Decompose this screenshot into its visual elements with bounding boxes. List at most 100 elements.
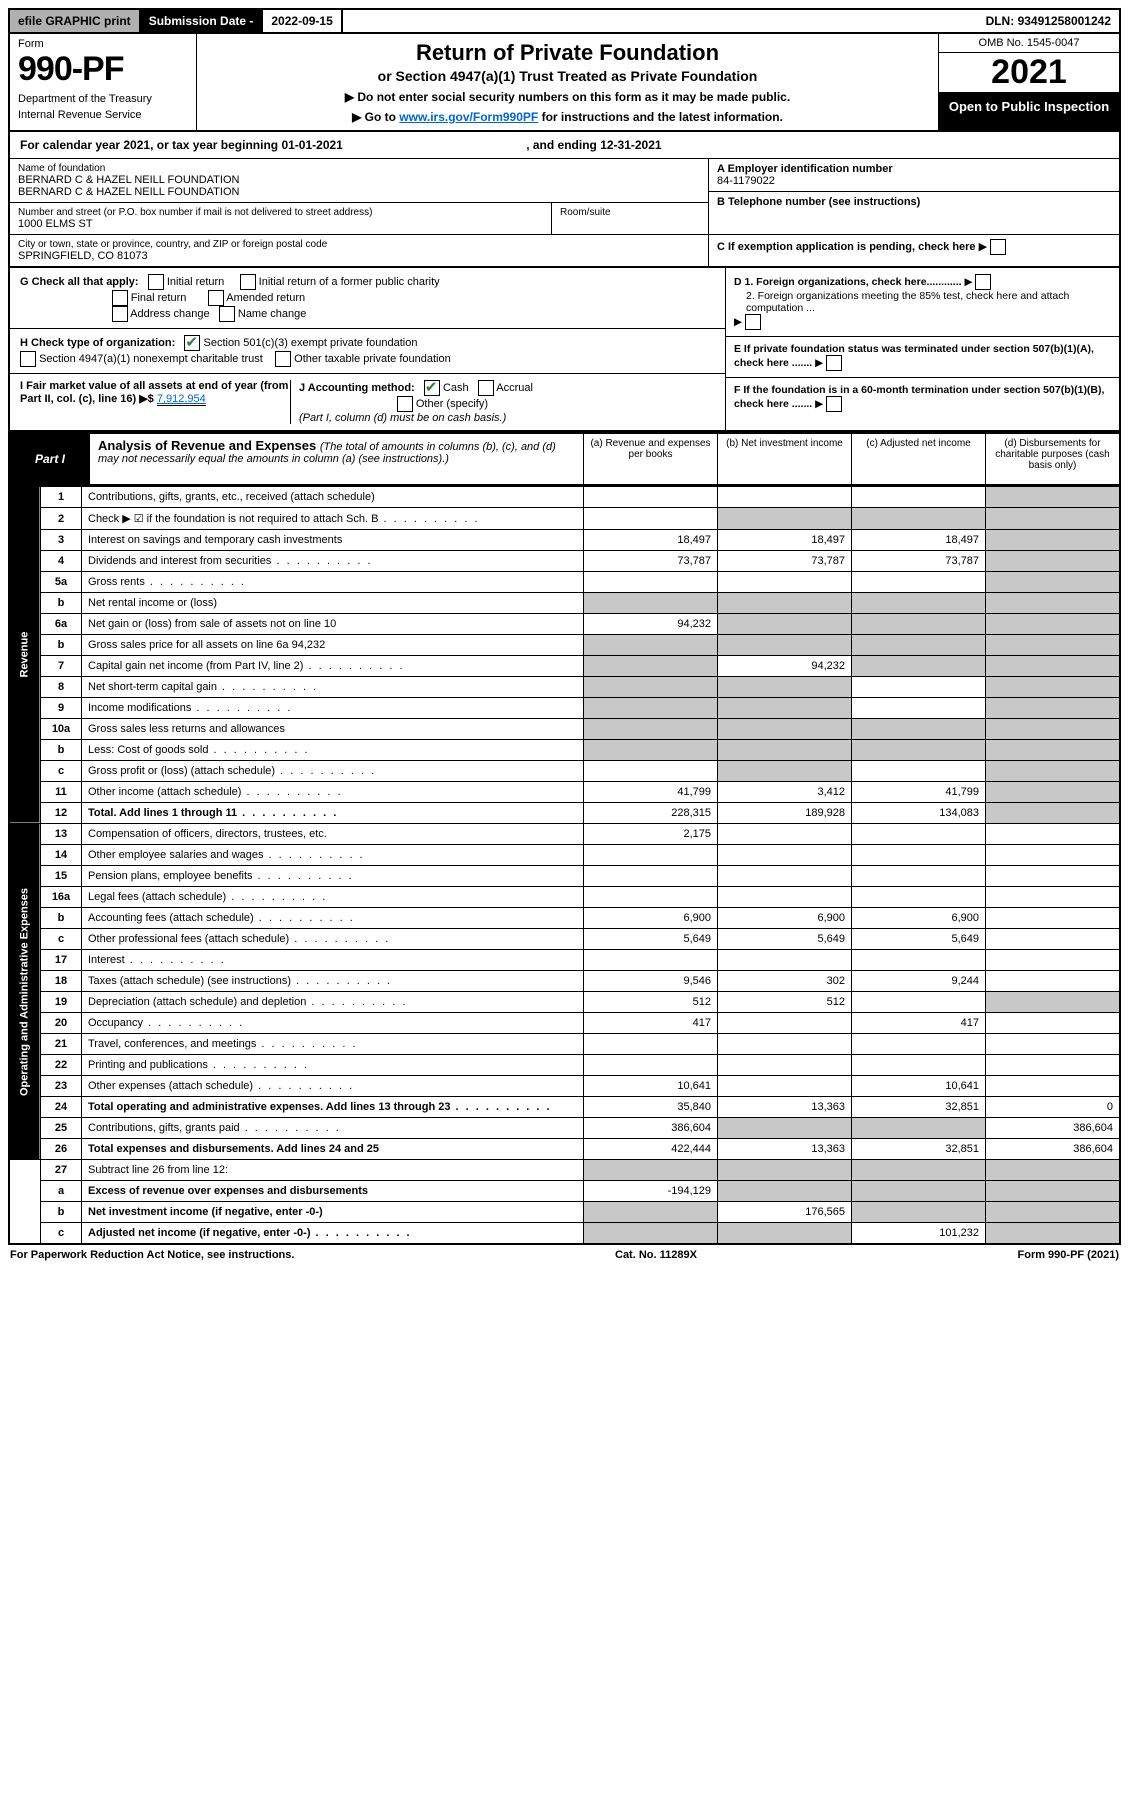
- line-number: 24: [41, 1097, 82, 1118]
- foundation-info: Name of foundation BERNARD C & HAZEL NEI…: [8, 159, 1121, 268]
- exemption-checkbox[interactable]: [990, 239, 1006, 255]
- col-d-value: [986, 1034, 1121, 1055]
- address-change-checkbox[interactable]: [112, 306, 128, 322]
- info-right: A Employer identification number 84-1179…: [708, 159, 1119, 266]
- instructions-link[interactable]: www.irs.gov/Form990PF: [399, 110, 538, 124]
- line-description: Net short-term capital gain: [82, 677, 584, 698]
- part1-label: Part I: [10, 434, 90, 484]
- col-d-value: 386,604: [986, 1139, 1121, 1160]
- col-c-value: [852, 486, 986, 508]
- ein-label: A Employer identification number: [717, 163, 1111, 175]
- col-a-value: [584, 719, 718, 740]
- f-checkbox[interactable]: [826, 396, 842, 412]
- col-a-value: 10,641: [584, 1076, 718, 1097]
- fmv-value[interactable]: 7,912,954: [157, 393, 206, 406]
- line-description: Gross profit or (loss) (attach schedule): [82, 761, 584, 782]
- initial-return-checkbox[interactable]: [148, 274, 164, 290]
- col-d-value: [986, 782, 1121, 803]
- col-a-value: 73,787: [584, 551, 718, 572]
- col-c-value: [852, 1181, 986, 1202]
- f-label: F If the foundation is in a 60-month ter…: [734, 384, 1104, 410]
- foundation-name-2: BERNARD C & HAZEL NEILL FOUNDATION: [18, 186, 700, 198]
- addr-label: Number and street (or P.O. box number if…: [18, 207, 543, 218]
- cal-mid: , and ending: [526, 138, 600, 152]
- phone-label: B Telephone number (see instructions): [717, 196, 1111, 208]
- final-return-checkbox[interactable]: [112, 290, 128, 306]
- d1-label: D 1. Foreign organizations, check here..…: [734, 276, 962, 288]
- col-a-header: (a) Revenue and expenses per books: [583, 434, 717, 484]
- cash-checkbox[interactable]: [424, 380, 440, 396]
- col-c-value: [852, 1118, 986, 1139]
- 4947-checkbox[interactable]: [20, 351, 36, 367]
- col-a-value: 422,444: [584, 1139, 718, 1160]
- section-g-to-j: G Check all that apply: Initial return I…: [8, 268, 1121, 432]
- col-b-header: (b) Net investment income: [717, 434, 851, 484]
- footer-left: For Paperwork Reduction Act Notice, see …: [10, 1249, 294, 1261]
- col-c-value: [852, 656, 986, 677]
- 501c3-checkbox[interactable]: [184, 335, 200, 351]
- col-c-value: 134,083: [852, 803, 986, 824]
- col-c-value: [852, 593, 986, 614]
- f-block: F If the foundation is in a 60-month ter…: [726, 378, 1119, 418]
- ij-row: I Fair market value of all assets at end…: [10, 374, 725, 430]
- col-d-value: [986, 593, 1121, 614]
- col-b-value: [718, 740, 852, 761]
- other-method-checkbox[interactable]: [397, 396, 413, 412]
- table-row: 18Taxes (attach schedule) (see instructi…: [9, 971, 1120, 992]
- line-description: Gross sales price for all assets on line…: [82, 635, 584, 656]
- col-b-value: [718, 1013, 852, 1034]
- col-d-value: [986, 1013, 1121, 1034]
- col-b-value: 13,363: [718, 1097, 852, 1118]
- e-checkbox[interactable]: [826, 355, 842, 371]
- line-number: 11: [41, 782, 82, 803]
- col-d-value: [986, 950, 1121, 971]
- g-amended: Amended return: [226, 292, 305, 304]
- initial-former-checkbox[interactable]: [240, 274, 256, 290]
- line-description: Occupancy: [82, 1013, 584, 1034]
- line-description: Total operating and administrative expen…: [82, 1097, 584, 1118]
- info-left: Name of foundation BERNARD C & HAZEL NEI…: [10, 159, 708, 266]
- col-b-value: 176,565: [718, 1202, 852, 1223]
- line-description: Accounting fees (attach schedule): [82, 908, 584, 929]
- col-b-value: [718, 1181, 852, 1202]
- table-row: Revenue1Contributions, gifts, grants, et…: [9, 486, 1120, 508]
- col-d-value: [986, 971, 1121, 992]
- other-taxable-checkbox[interactable]: [275, 351, 291, 367]
- form-subtitle: or Section 4947(a)(1) Trust Treated as P…: [207, 68, 928, 84]
- page-footer: For Paperwork Reduction Act Notice, see …: [8, 1245, 1121, 1265]
- efile-print-button[interactable]: efile GRAPHIC print: [10, 10, 141, 32]
- foreign-org-checkbox[interactable]: [975, 274, 991, 290]
- table-row: bNet investment income (if negative, ent…: [9, 1202, 1120, 1223]
- address-row: Number and street (or P.O. box number if…: [10, 203, 708, 235]
- col-a-value: 228,315: [584, 803, 718, 824]
- j-accrual: Accrual: [496, 382, 533, 394]
- col-d-value: [986, 992, 1121, 1013]
- col-a-value: [584, 593, 718, 614]
- col-c-value: [852, 635, 986, 656]
- line-number: c: [41, 761, 82, 782]
- accrual-checkbox[interactable]: [478, 380, 494, 396]
- col-c-value: [852, 719, 986, 740]
- col-c-value: [852, 887, 986, 908]
- foreign-85-checkbox[interactable]: [745, 314, 761, 330]
- g-name: Name change: [238, 308, 307, 320]
- col-b-value: [718, 1223, 852, 1245]
- line-description: Compensation of officers, directors, tru…: [82, 824, 584, 845]
- col-c-value: 73,787: [852, 551, 986, 572]
- col-b-value: [718, 1055, 852, 1076]
- line-description: Subtract line 26 from line 12:: [82, 1160, 584, 1181]
- dln-label: DLN:: [986, 14, 1018, 28]
- col-b-value: [718, 614, 852, 635]
- amended-return-checkbox[interactable]: [208, 290, 224, 306]
- col-b-value: 189,928: [718, 803, 852, 824]
- col-b-value: [718, 677, 852, 698]
- name-change-checkbox[interactable]: [219, 306, 235, 322]
- j-block: J Accounting method: Cash Accrual Other …: [290, 380, 715, 424]
- table-row: bLess: Cost of goods sold: [9, 740, 1120, 761]
- line-description: Net rental income or (loss): [82, 593, 584, 614]
- col-d-value: [986, 1181, 1121, 1202]
- form-label: Form: [18, 38, 188, 50]
- col-b-value: [718, 593, 852, 614]
- form-id-block: Form 990-PF Department of the Treasury I…: [10, 34, 197, 130]
- col-d-value: [986, 1202, 1121, 1223]
